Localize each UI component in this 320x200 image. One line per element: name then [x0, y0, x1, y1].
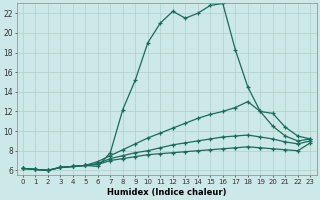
X-axis label: Humidex (Indice chaleur): Humidex (Indice chaleur) — [107, 188, 226, 197]
